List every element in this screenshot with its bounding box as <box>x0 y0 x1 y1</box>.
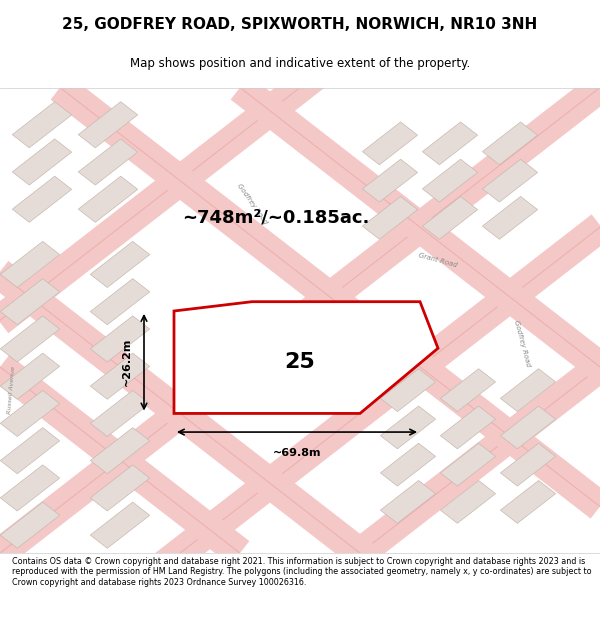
Bar <box>13 176 71 222</box>
Bar <box>1 502 59 548</box>
Bar <box>91 428 149 474</box>
Bar <box>1 353 59 399</box>
Text: ~748m²/~0.185ac.: ~748m²/~0.185ac. <box>182 209 370 227</box>
Bar <box>79 176 137 222</box>
Bar <box>13 139 71 185</box>
Bar <box>500 443 556 486</box>
Bar <box>380 406 436 449</box>
Bar <box>79 139 137 185</box>
Bar <box>440 406 496 449</box>
Bar <box>1 428 59 474</box>
Text: Map shows position and indicative extent of the property.: Map shows position and indicative extent… <box>130 56 470 69</box>
Bar <box>91 241 149 288</box>
Bar <box>79 102 137 148</box>
Bar <box>482 159 538 202</box>
Bar <box>91 391 149 436</box>
Bar <box>500 481 556 523</box>
Bar <box>440 369 496 411</box>
Bar <box>440 443 496 486</box>
Bar <box>362 159 418 202</box>
Bar <box>91 465 149 511</box>
Bar <box>91 353 149 399</box>
Bar <box>380 443 436 486</box>
Text: 25, GODFREY ROAD, SPIXWORTH, NORWICH, NR10 3NH: 25, GODFREY ROAD, SPIXWORTH, NORWICH, NR… <box>62 17 538 32</box>
Bar <box>422 159 478 202</box>
Bar <box>1 279 59 325</box>
Bar <box>482 122 538 165</box>
Bar <box>422 122 478 165</box>
Bar <box>13 102 71 148</box>
Bar <box>362 122 418 165</box>
Text: ~69.8m: ~69.8m <box>273 448 321 458</box>
Bar <box>91 502 149 548</box>
Text: Godfrey Road: Godfrey Road <box>236 182 268 225</box>
Bar <box>380 369 436 411</box>
Text: Godfrey Road: Godfrey Road <box>513 319 531 368</box>
Bar <box>500 406 556 449</box>
Text: Grant Road: Grant Road <box>418 252 458 268</box>
Bar <box>500 369 556 411</box>
Bar <box>1 316 59 362</box>
Bar <box>440 481 496 523</box>
Bar <box>422 196 478 239</box>
Text: Contains OS data © Crown copyright and database right 2021. This information is : Contains OS data © Crown copyright and d… <box>12 557 592 586</box>
Bar <box>91 279 149 325</box>
Bar <box>380 481 436 523</box>
Bar <box>482 196 538 239</box>
Text: 25: 25 <box>284 352 316 372</box>
Text: Russell Avenue: Russell Avenue <box>7 366 17 414</box>
Polygon shape <box>174 302 438 414</box>
Text: ~26.2m: ~26.2m <box>122 338 132 386</box>
Bar <box>1 241 59 288</box>
Bar <box>362 196 418 239</box>
Bar <box>91 316 149 362</box>
Bar <box>1 391 59 436</box>
Bar <box>1 465 59 511</box>
